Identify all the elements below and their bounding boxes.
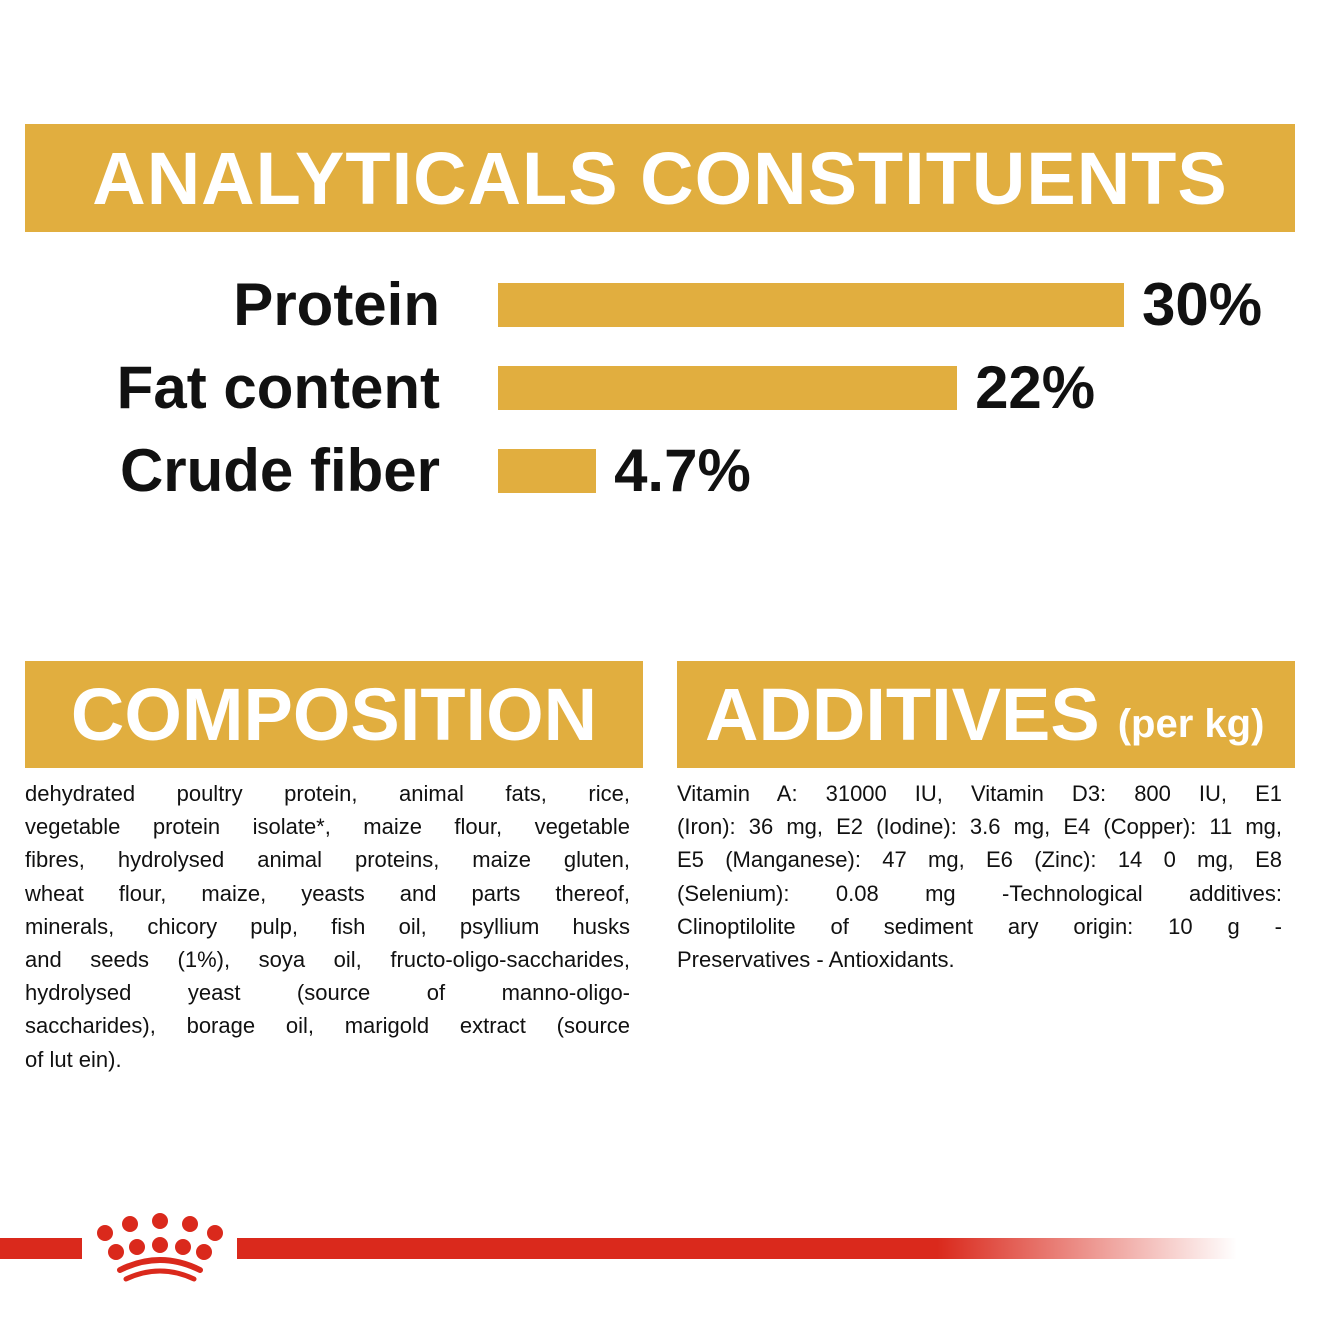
constituent-label: Fat content [116,354,440,421]
additives-title: ADDITIVES [705,673,1100,756]
constituent-row: Fat content 22% [0,358,1320,418]
composition-text: dehydrated poultry protein, animal fats,… [25,777,630,1076]
text-line: saccharides), borage oil, marigold extra… [25,1013,630,1039]
text-line: E5 (Manganese): 47 mg, E6 (Zinc): 14 0 m… [677,847,1282,873]
text-line: Vitamin A: 31000 IU, Vitamin D3: 800 IU,… [677,781,1282,806]
constituent-value: 30% [1142,271,1263,338]
constituent-bar [498,283,1124,327]
constituent-value: 4.7% [614,437,751,504]
header-title: ANALYTICALS CONSTITUENTS [92,136,1228,220]
text-line: and seeds (1%), soya oil, fructo-oligo-s… [25,947,630,973]
text-line: Preservatives - Antioxidants. [677,947,955,973]
analytical-constituents-header: ANALYTICALS CONSTITUENTS [25,124,1295,232]
brand-line-left [0,1238,82,1259]
additives-header: ADDITIVES (per kg) [677,661,1295,768]
constituent-row: Crude fiber 4.7% [0,441,1320,501]
text-line: wheat flour, maize, yeasts and parts the… [25,880,630,906]
crown-logo-icon [97,1213,223,1282]
text-line: minerals, chicory pulp, fish oil, psylli… [25,913,630,939]
text-line: (Iron): 36 mg, E2 (Iodine): 3.6 mg, E4 (… [677,814,1282,840]
constituent-label: Crude fiber [119,437,440,504]
constituent-bar [498,449,597,493]
text-line: (Selenium): 0.08 mg -Technological addit… [677,880,1282,906]
constituent-row: Protein 30% [0,275,1320,335]
composition-title: COMPOSITION [70,673,598,756]
composition-header: COMPOSITION [25,661,643,768]
constituent-label: Protein [233,271,440,338]
text-line: of lut ein). [25,1046,122,1072]
additives-text: Vitamin A: 31000 IU, Vitamin D3: 800 IU,… [677,777,1282,976]
constituent-bar [498,366,958,410]
text-line: Clinoptilolite of sediment ary origin: 1… [677,913,1282,939]
constituent-value: 22% [975,354,1096,421]
text-line: vegetable protein isolate*, maize flour,… [25,814,630,840]
text-line: hydrolysed yeast (source of manno-oligo- [25,980,630,1006]
brand-line-right [237,1238,1237,1259]
text-line: fibres, hydrolysed animal proteins, maiz… [25,847,630,873]
text-line: dehydrated poultry protein, animal fats,… [25,781,630,806]
additives-subtitle: (per kg) [1117,702,1265,746]
